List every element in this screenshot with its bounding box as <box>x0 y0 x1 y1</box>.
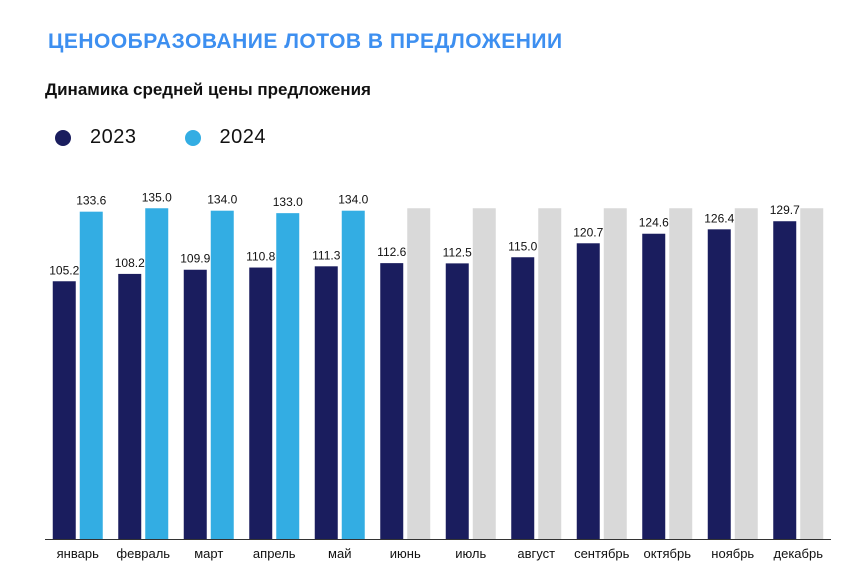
placeholder-bar-2024-10 <box>734 208 758 539</box>
placeholder-bar-2024-9 <box>669 208 693 539</box>
data-label-2023-1: 108.2 <box>115 256 145 270</box>
bar-2024-3 <box>276 213 300 539</box>
data-label-2023-5: 112.6 <box>377 245 406 259</box>
bar-2024-0 <box>79 211 103 539</box>
placeholder-bar-2024-5 <box>407 208 431 539</box>
legend-swatch-2023 <box>55 129 71 146</box>
x-tick-label-9: октябрь <box>643 546 691 561</box>
bar-2023-7 <box>511 257 535 539</box>
bar-2023-5 <box>380 263 404 539</box>
bar-2023-2 <box>183 269 207 539</box>
placeholder-bar-2024-6 <box>472 208 496 539</box>
bar-2023-8 <box>576 243 600 539</box>
bar-2024-4 <box>341 210 365 539</box>
x-tick-label-0: январь <box>57 546 99 561</box>
placeholder-bar-2024-8 <box>603 208 627 539</box>
placeholder-bar-2024-11 <box>800 208 824 539</box>
x-tick-label-5: июнь <box>390 546 421 561</box>
bar-2023-1 <box>118 273 142 539</box>
x-tick-label-7: август <box>517 546 555 561</box>
x-tick-label-3: апрель <box>253 546 296 561</box>
data-label-2023-10: 126.4 <box>704 211 734 225</box>
placeholder-bar-2024-7 <box>538 208 562 539</box>
x-tick-label-8: сентябрь <box>574 546 630 561</box>
chart-legend: 2023 2024 <box>55 126 314 149</box>
bar-2023-10 <box>707 229 731 539</box>
data-label-2024-3: 133.0 <box>273 195 303 209</box>
data-label-2024-1: 135.0 <box>142 190 172 204</box>
data-label-2024-4: 134.0 <box>338 193 368 207</box>
x-tick-label-6: июль <box>455 546 486 561</box>
data-label-2024-2: 134.0 <box>207 193 237 207</box>
data-label-2024-0: 133.6 <box>76 194 106 208</box>
x-tick-label-2: март <box>194 546 223 561</box>
data-label-2023-4: 111.3 <box>312 248 341 262</box>
data-label-2023-0: 105.2 <box>49 263 79 277</box>
bar-2024-2 <box>210 210 234 539</box>
bar-2023-4 <box>314 266 338 539</box>
legend-label-2023: 2023 <box>90 126 137 148</box>
bar-2023-6 <box>445 263 469 539</box>
data-label-2023-8: 120.7 <box>573 225 603 239</box>
legend-swatch-2024 <box>184 129 201 146</box>
bar-2024-1 <box>145 208 169 539</box>
data-label-2023-9: 124.6 <box>639 216 669 230</box>
data-label-2023-11: 129.7 <box>770 203 800 217</box>
data-label-2023-6: 112.5 <box>443 245 472 259</box>
bar-2023-11 <box>773 221 797 540</box>
data-label-2023-7: 115.0 <box>508 239 537 253</box>
x-tick-label-1: февраль <box>116 546 170 561</box>
chart-subtitle: Динамика средней цены предложения <box>45 80 371 99</box>
bar-2023-9 <box>642 233 666 540</box>
legend-item-2023: 2023 <box>55 126 137 149</box>
bar-2023-0 <box>52 281 76 539</box>
x-tick-label-4: май <box>328 546 351 561</box>
legend-item-2024: 2024 <box>184 126 267 149</box>
page-title: ЦЕНООБРАЗОВАНИЕ ЛОТОВ В ПРЕДЛОЖЕНИИ <box>48 30 563 53</box>
x-tick-label-11: декабрь <box>774 546 824 561</box>
x-tick-label-10: ноябрь <box>711 546 754 561</box>
data-label-2023-2: 109.9 <box>180 252 210 266</box>
bar-2023-3 <box>249 267 273 539</box>
legend-label-2024: 2024 <box>219 126 266 148</box>
data-label-2023-3: 110.8 <box>246 250 275 264</box>
